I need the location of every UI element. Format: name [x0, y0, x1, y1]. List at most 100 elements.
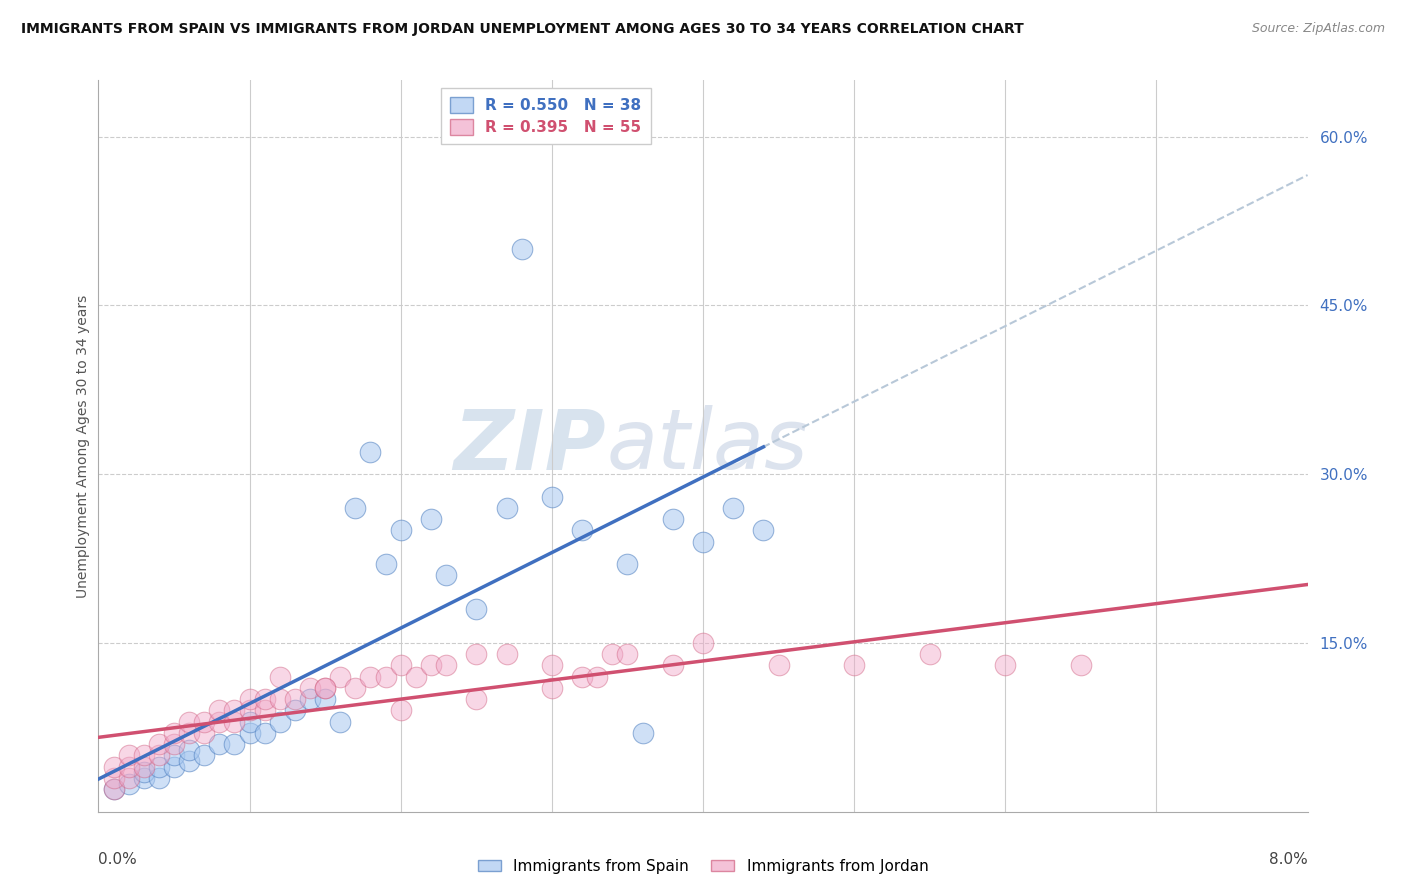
- Point: [239, 714, 262, 729]
- Point: [239, 703, 262, 717]
- Point: [571, 670, 593, 684]
- Point: [662, 512, 685, 526]
- Point: [723, 500, 745, 515]
- Point: [329, 714, 352, 729]
- Point: [994, 658, 1017, 673]
- Point: [193, 726, 215, 740]
- Point: [495, 500, 517, 515]
- Point: [132, 760, 155, 774]
- Point: [389, 658, 412, 673]
- Point: [389, 524, 412, 538]
- Point: [163, 737, 186, 751]
- Point: [616, 557, 638, 571]
- Point: [103, 782, 125, 797]
- Point: [179, 754, 201, 768]
- Point: [118, 776, 141, 790]
- Point: [374, 557, 396, 571]
- Point: [118, 760, 141, 774]
- Point: [132, 771, 155, 785]
- Point: [253, 692, 276, 706]
- Point: [253, 726, 276, 740]
- Point: [132, 748, 155, 763]
- Point: [208, 737, 231, 751]
- Point: [541, 658, 564, 673]
- Point: [239, 692, 262, 706]
- Point: [253, 703, 276, 717]
- Point: [208, 703, 231, 717]
- Point: [299, 681, 322, 695]
- Point: [495, 647, 517, 661]
- Point: [465, 647, 488, 661]
- Point: [844, 658, 866, 673]
- Point: [314, 692, 336, 706]
- Point: [224, 703, 246, 717]
- Point: [405, 670, 427, 684]
- Point: [541, 490, 564, 504]
- Point: [541, 681, 564, 695]
- Point: [118, 771, 141, 785]
- Point: [631, 726, 654, 740]
- Point: [360, 670, 382, 684]
- Point: [752, 524, 775, 538]
- Point: [586, 670, 609, 684]
- Legend: R = 0.550   N = 38, R = 0.395   N = 55: R = 0.550 N = 38, R = 0.395 N = 55: [441, 88, 651, 145]
- Point: [344, 500, 367, 515]
- Point: [179, 743, 201, 757]
- Point: [571, 524, 593, 538]
- Point: [510, 242, 533, 256]
- Point: [389, 703, 412, 717]
- Point: [269, 692, 291, 706]
- Point: [329, 670, 352, 684]
- Text: 0.0%: 0.0%: [98, 852, 138, 867]
- Point: [163, 748, 186, 763]
- Point: [1070, 658, 1092, 673]
- Text: atlas: atlas: [606, 406, 808, 486]
- Point: [420, 512, 443, 526]
- Point: [179, 726, 201, 740]
- Point: [692, 534, 714, 549]
- Point: [103, 760, 125, 774]
- Point: [284, 703, 307, 717]
- Point: [465, 692, 488, 706]
- Point: [299, 692, 322, 706]
- Point: [616, 647, 638, 661]
- Point: [434, 568, 457, 582]
- Point: [148, 771, 170, 785]
- Point: [224, 714, 246, 729]
- Point: [284, 692, 307, 706]
- Point: [103, 771, 125, 785]
- Point: [314, 681, 336, 695]
- Point: [420, 658, 443, 673]
- Point: [163, 760, 186, 774]
- Point: [239, 726, 262, 740]
- Point: [692, 636, 714, 650]
- Point: [434, 658, 457, 673]
- Point: [768, 658, 790, 673]
- Text: Source: ZipAtlas.com: Source: ZipAtlas.com: [1251, 22, 1385, 36]
- Point: [193, 748, 215, 763]
- Point: [208, 714, 231, 729]
- Point: [179, 714, 201, 729]
- Point: [314, 681, 336, 695]
- Point: [224, 737, 246, 751]
- Text: ZIP: ZIP: [454, 406, 606, 486]
- Legend: Immigrants from Spain, Immigrants from Jordan: Immigrants from Spain, Immigrants from J…: [471, 853, 935, 880]
- Point: [662, 658, 685, 673]
- Point: [374, 670, 396, 684]
- Point: [465, 602, 488, 616]
- Text: IMMIGRANTS FROM SPAIN VS IMMIGRANTS FROM JORDAN UNEMPLOYMENT AMONG AGES 30 TO 34: IMMIGRANTS FROM SPAIN VS IMMIGRANTS FROM…: [21, 22, 1024, 37]
- Y-axis label: Unemployment Among Ages 30 to 34 years: Unemployment Among Ages 30 to 34 years: [76, 294, 90, 598]
- Point: [163, 726, 186, 740]
- Point: [269, 670, 291, 684]
- Point: [360, 444, 382, 458]
- Point: [132, 765, 155, 780]
- Point: [103, 782, 125, 797]
- Point: [148, 760, 170, 774]
- Text: 8.0%: 8.0%: [1268, 852, 1308, 867]
- Point: [148, 748, 170, 763]
- Point: [344, 681, 367, 695]
- Point: [269, 714, 291, 729]
- Point: [118, 748, 141, 763]
- Point: [193, 714, 215, 729]
- Point: [918, 647, 941, 661]
